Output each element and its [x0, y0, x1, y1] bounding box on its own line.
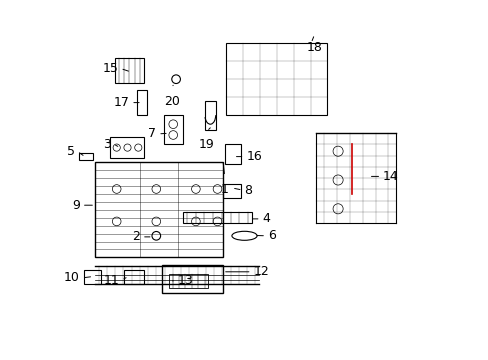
Text: 20: 20 [163, 95, 180, 108]
Text: 14: 14 [382, 170, 398, 183]
Text: 2: 2 [132, 230, 140, 243]
Text: 6: 6 [267, 229, 275, 242]
Text: 13: 13 [178, 274, 193, 287]
Text: 15: 15 [102, 62, 118, 75]
Text: 4: 4 [262, 212, 270, 225]
Text: 8: 8 [244, 184, 252, 197]
Text: 1: 1 [220, 183, 228, 196]
Text: 11: 11 [103, 274, 120, 287]
Text: 18: 18 [306, 41, 322, 54]
Text: 5: 5 [67, 145, 75, 158]
Text: 16: 16 [246, 150, 262, 163]
Text: 3: 3 [103, 138, 111, 150]
Text: 7: 7 [148, 127, 156, 140]
Text: 12: 12 [253, 265, 269, 278]
Text: 9: 9 [72, 199, 80, 212]
Text: 19: 19 [199, 138, 214, 151]
Text: 17: 17 [113, 96, 129, 109]
Text: 10: 10 [64, 271, 80, 284]
